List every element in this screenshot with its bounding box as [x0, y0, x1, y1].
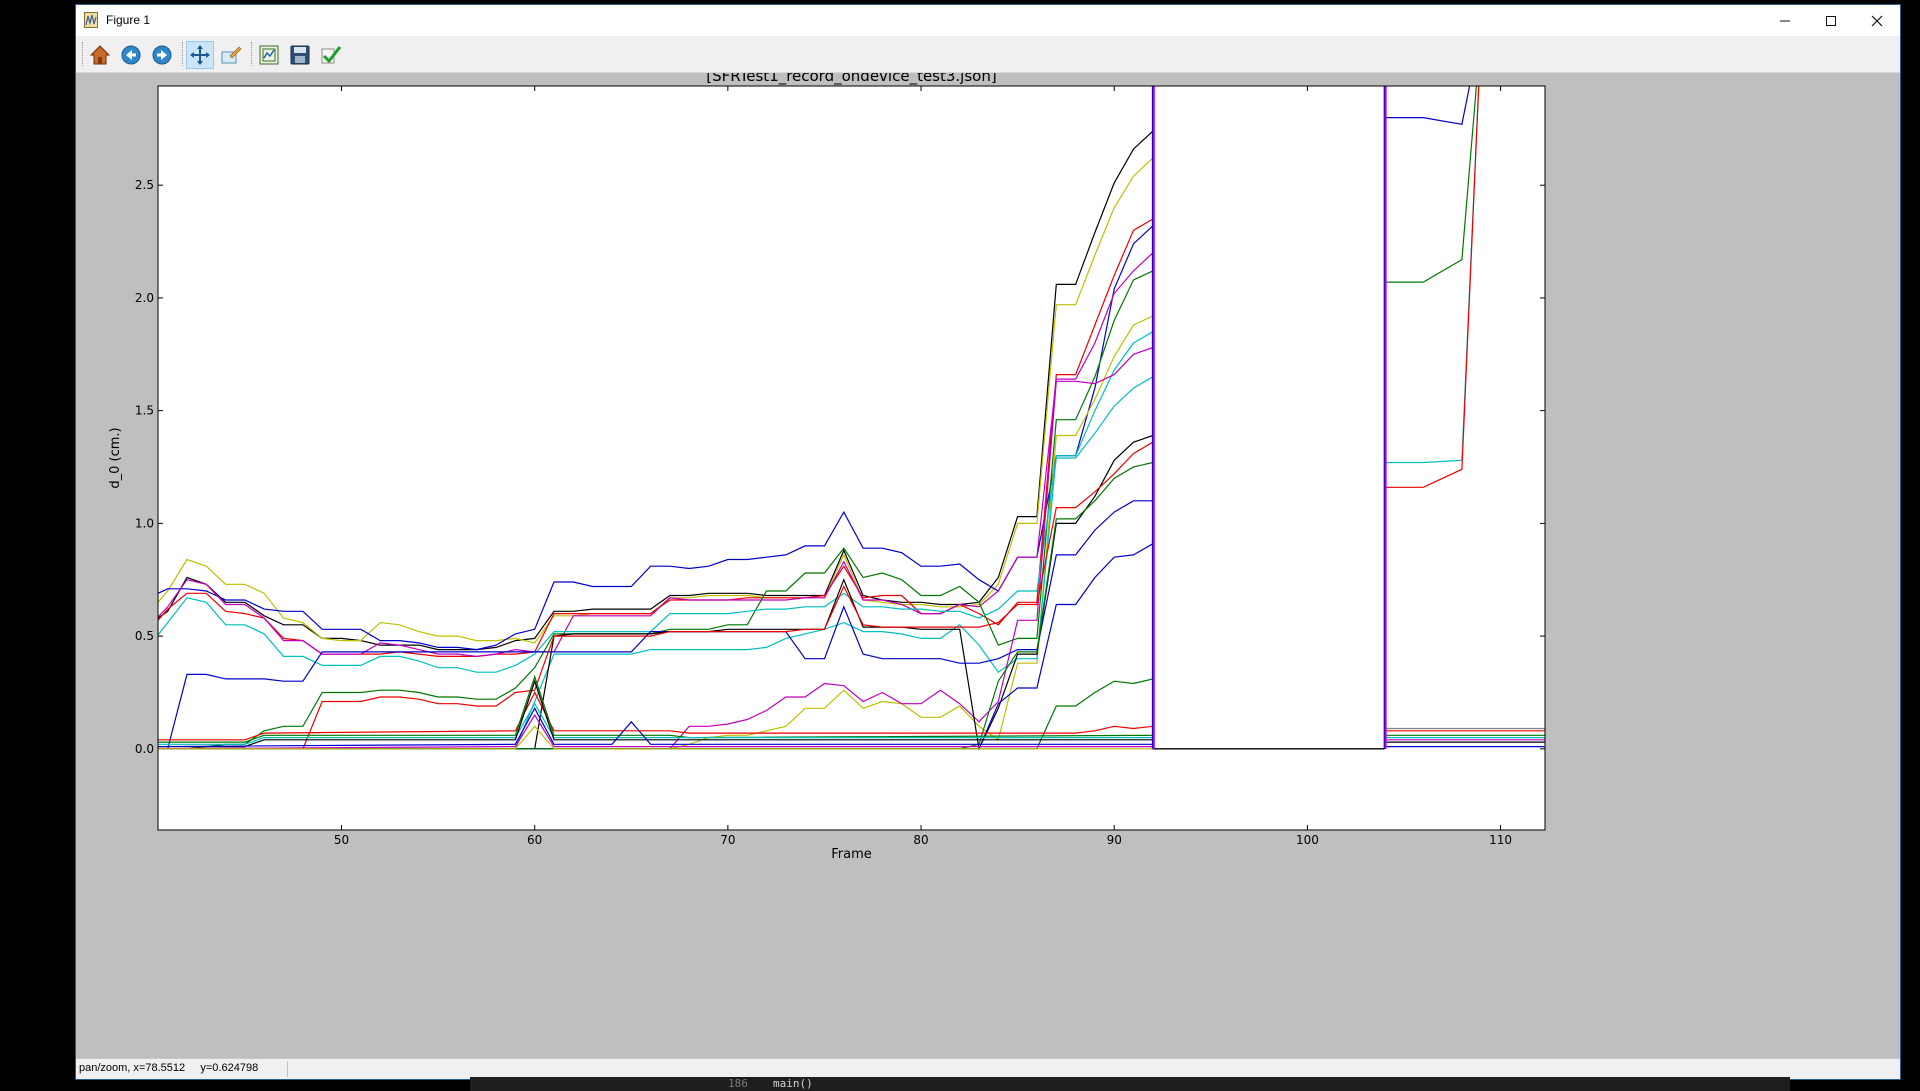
forward-button[interactable]: [148, 41, 176, 69]
navigation-toolbar: [76, 36, 1900, 73]
title-bar[interactable]: Figure 1: [76, 5, 1900, 36]
series-line-19: [158, 702, 1153, 745]
figure-window: Figure 1: [75, 4, 1901, 1080]
close-icon: [1871, 15, 1883, 26]
series-line-13: [158, 441, 1154, 750]
back-button[interactable]: [117, 41, 145, 69]
zoom-button[interactable]: [217, 41, 245, 69]
series-line-22: [158, 713, 1153, 750]
y-tick-label: 1.5: [135, 404, 154, 418]
series-line-5: [158, 252, 1154, 658]
edit-params-button[interactable]: [317, 41, 345, 69]
y-tick-label: 0.0: [135, 742, 154, 756]
plot-area[interactable]: [158, 86, 1545, 830]
plot-frame: [157, 85, 1546, 831]
figure-canvas[interactable]: [SFRTest1_record_ondevice_test3.json] Fr…: [76, 73, 1900, 1060]
configure-subplots-button[interactable]: [255, 41, 283, 69]
toolbar-separator: [251, 42, 253, 66]
checkmark-icon: [321, 46, 342, 64]
series-line-18: [158, 674, 1153, 743]
status-bar: pan/zoom, x=78.5512 y=0.624798: [76, 1058, 1900, 1079]
y-tick-label: 1.0: [135, 516, 154, 530]
series-lines: [158, 86, 1545, 751]
status-divider: [287, 1061, 288, 1077]
matplotlib-icon: [84, 12, 98, 28]
minimize-button[interactable]: [1762, 5, 1808, 36]
y-tick-label: 2.0: [135, 291, 154, 305]
series-line-11: [158, 500, 1153, 750]
subplots-icon: [259, 45, 279, 65]
home-icon: [89, 45, 111, 65]
series-line-20: [158, 679, 1153, 748]
chart[interactable]: [SFRTest1_record_ondevice_test3.json] Fr…: [76, 73, 1900, 1060]
x-axis-label: Frame: [831, 847, 872, 862]
background-console: 186 main(): [470, 1077, 1790, 1091]
chart-title: [SFRTest1_record_ondevice_test3.json]: [706, 73, 996, 86]
back-arrow-icon: [121, 45, 141, 65]
maximize-icon: [1826, 15, 1836, 26]
save-button[interactable]: [286, 41, 314, 69]
pan-button[interactable]: [186, 41, 214, 69]
move-icon: [190, 45, 210, 65]
close-button[interactable]: [1854, 5, 1900, 36]
y-tick-label: 0.5: [135, 629, 154, 643]
series-line-23: [158, 725, 1153, 750]
floppy-disk-icon: [290, 45, 310, 65]
x-tick-label: 110: [1489, 833, 1512, 847]
console-code: main(): [773, 1077, 813, 1090]
series-line-25: [1384, 86, 1478, 283]
cursor-coordinates: pan/zoom, x=78.5512 y=0.624798: [79, 1062, 259, 1074]
window-title: Figure 1: [106, 13, 151, 27]
x-tick-label: 50: [334, 833, 349, 847]
axis-ticks: 50 60 70 80 90 100 110 0.0 0.5 1.0 1.5 2.0 2.5: [135, 86, 1545, 847]
zoom-rect-icon: [221, 46, 242, 64]
series-line-3: [158, 225, 1154, 651]
series-line-27: [1384, 86, 1480, 488]
x-tick-label: 80: [913, 833, 928, 847]
maximize-button[interactable]: [1808, 5, 1854, 36]
forward-arrow-icon: [152, 45, 172, 65]
series-line-17: [158, 691, 1153, 741]
toolbar-separator: [182, 42, 184, 66]
series-line-21: [158, 707, 1153, 748]
x-tick-label: 60: [527, 833, 542, 847]
y-tick-label: 2.5: [135, 178, 154, 192]
home-button[interactable]: [86, 41, 114, 69]
x-tick-label: 100: [1296, 833, 1319, 847]
y-axis-label: d_0 (cm.): [108, 427, 123, 488]
minimize-icon: [1780, 20, 1790, 21]
series-line-24: [1384, 86, 1471, 125]
x-tick-label: 90: [1107, 833, 1122, 847]
console-line-number: 186: [728, 1077, 748, 1090]
toolbar-grip: [82, 42, 84, 66]
x-tick-label: 70: [720, 833, 735, 847]
